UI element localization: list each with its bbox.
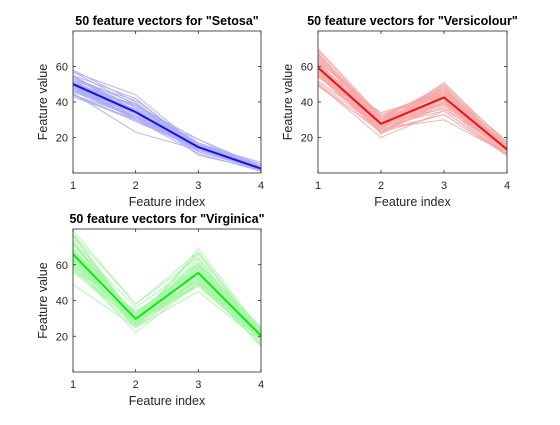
virginica-mean-line <box>73 253 261 337</box>
virginica-sample-line-7 <box>73 283 261 342</box>
virginica-sample-line-23 <box>73 234 261 337</box>
versicolour-title: 50 feature vectors for "Versicolour" <box>307 14 518 28</box>
versicolour-sample-line-43 <box>318 69 507 153</box>
versicolour-ylabel: Feature value <box>281 64 295 140</box>
versicolour-xlabel: Feature index <box>374 195 451 209</box>
virginica-sample-line-43 <box>73 267 261 339</box>
virginica-xlabel: Feature index <box>129 394 206 408</box>
setosa-xlabel: Feature index <box>129 195 206 209</box>
versicolour-sample-line-32 <box>318 75 507 156</box>
versicolour-xtick-label: 3 <box>441 180 447 192</box>
setosa-xtick-label: 4 <box>258 180 264 192</box>
versicolour-ytick-label: 40 <box>301 97 313 109</box>
virginica-ytick-label: 40 <box>56 296 68 308</box>
versicolour-sample-line-36 <box>318 66 507 145</box>
setosa-ytick-label: 60 <box>56 62 68 74</box>
setosa-ytick-label: 40 <box>56 97 68 109</box>
setosa-sample-line-43 <box>73 94 261 170</box>
versicolour-sample-line-37 <box>318 53 507 147</box>
virginica-chart: 1 2 3 4 20 40 60 50 feature vectors for "Virgin… <box>36 212 265 408</box>
versicolour-ytick-label: 20 <box>301 133 313 145</box>
virginica-sample-line-18 <box>73 234 261 334</box>
virginica-ytick-label: 60 <box>56 260 68 272</box>
setosa-mean-line <box>73 83 261 170</box>
versicolour-chart: 1 2 3 4 20 40 60 50 feature vectors for "Versic… <box>281 14 518 209</box>
setosa-ytick-label: 20 <box>56 133 68 145</box>
setosa-xtick-label: 1 <box>70 180 76 192</box>
virginica-xtick-label: 1 <box>70 379 76 391</box>
versicolour-sample-line-49 <box>318 82 507 154</box>
virginica-ytick-label: 20 <box>56 331 68 343</box>
versicolour-sample-line-40 <box>318 75 507 151</box>
virginica-title: 50 feature vectors for "Virginica" <box>69 212 264 226</box>
setosa-chart: 1 2 3 4 20 40 60 50 feature vectors for "Setosa… <box>36 14 264 209</box>
virginica-xtick-label: 3 <box>195 379 201 391</box>
virginica-sample-line-45 <box>73 251 261 328</box>
versicolour-mean-line <box>318 66 507 151</box>
virginica-ylabel: Feature value <box>36 262 50 338</box>
versicolour-xtick-label: 4 <box>504 180 510 192</box>
versicolour-xtick-label: 2 <box>378 180 384 192</box>
virginica-sample-line-10 <box>73 242 261 328</box>
versicolour-ytick-label: 60 <box>301 62 313 74</box>
versicolour-sample-line-44 <box>318 83 507 156</box>
virginica-sample-line-20 <box>73 264 261 346</box>
setosa-xtick-label: 3 <box>195 180 201 192</box>
setosa-xtick-label: 2 <box>133 180 139 192</box>
virginica-xtick-label: 2 <box>133 379 139 391</box>
virginica-sample-line-50 <box>73 266 261 341</box>
setosa-series-group <box>73 69 261 172</box>
versicolour-xtick-label: 1 <box>315 180 321 192</box>
virginica-xtick-label: 4 <box>258 379 264 391</box>
setosa-ylabel: Feature value <box>36 64 50 140</box>
setosa-title: 50 feature vectors for "Setosa" <box>75 14 259 28</box>
versicolour-sample-line-50 <box>318 71 507 151</box>
virginica-series-group <box>73 230 261 348</box>
virginica-sample-line-41 <box>73 251 261 330</box>
versicolour-series-group <box>318 48 507 156</box>
